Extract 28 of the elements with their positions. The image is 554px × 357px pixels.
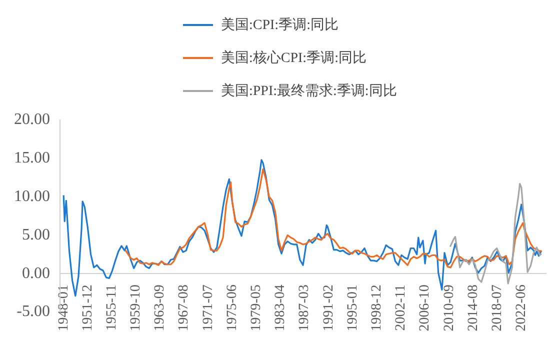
x-tick-label: 1951-12 bbox=[80, 284, 96, 332]
x-tick-label: 1998-12 bbox=[369, 284, 384, 332]
x-tick-label: 1955-11 bbox=[104, 284, 120, 331]
y-tick-label: -5.00 bbox=[16, 303, 50, 320]
x-tick-label: 1979-05 bbox=[249, 284, 264, 332]
legend-label: 美国:CPI:季调:同比 bbox=[221, 16, 338, 34]
legend-label: 美国:PPI:最终需求:季调:同比 bbox=[221, 82, 397, 100]
y-tick-label: 20.00 bbox=[14, 111, 50, 128]
x-tick-label: 1991-02 bbox=[321, 284, 336, 332]
x-tick-label: 1971-07 bbox=[200, 284, 216, 332]
x-tick-label: 1983-04 bbox=[273, 284, 288, 332]
x-tick-label: 2022-06 bbox=[514, 284, 530, 332]
x-tick-label: 2018-07 bbox=[490, 284, 505, 332]
y-tick-label: 5.00 bbox=[22, 226, 50, 244]
x-tick-label: 2002-11 bbox=[394, 284, 409, 331]
y-tick-label: 15.00 bbox=[14, 150, 50, 167]
x-tick-label: 1959-10 bbox=[128, 284, 144, 332]
x-tick-label: 1975-06 bbox=[224, 284, 240, 332]
x-tick-label: 1963-09 bbox=[152, 284, 168, 332]
x-tick-label: 2014-08 bbox=[466, 284, 481, 332]
y-tick-label: 0.00 bbox=[22, 264, 50, 282]
x-tick-label: 2010-09 bbox=[442, 284, 457, 332]
legend-label: 美国:核心CPI:季调:同比 bbox=[221, 49, 366, 66]
y-tick-label: 10.00 bbox=[14, 188, 50, 206]
x-tick-label: 2006-10 bbox=[418, 284, 433, 332]
x-tick-label: 1995-01 bbox=[345, 284, 360, 332]
x-tick-label: 1967-08 bbox=[176, 284, 192, 332]
x-tick-label: 1987-03 bbox=[297, 284, 312, 332]
